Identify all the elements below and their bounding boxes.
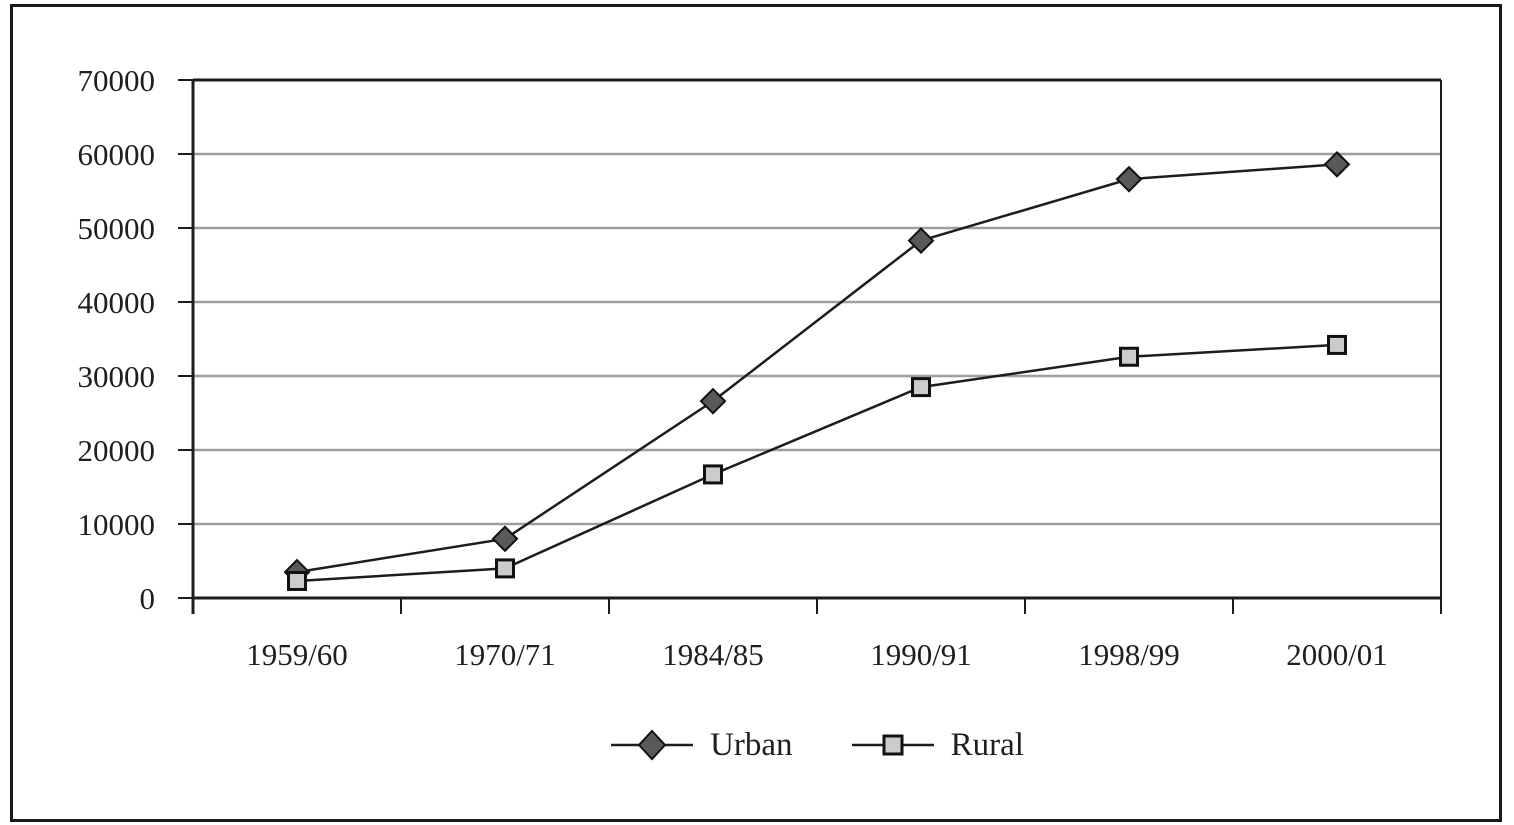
x-axis-label-4: 1998/99 <box>1078 637 1180 672</box>
y-axis-label-10000: 10000 <box>78 507 156 542</box>
y-axis-label-40000: 40000 <box>78 285 156 320</box>
y-axis-label-50000: 50000 <box>78 211 156 246</box>
data-point-urban-3 <box>907 227 935 254</box>
urban-diamond-marker-icon <box>611 729 694 761</box>
chart-frame-border <box>10 4 1502 822</box>
x-axis-label-3: 1990/91 <box>870 637 972 672</box>
y-axis-label-60000: 60000 <box>78 137 156 172</box>
data-point-rural-1 <box>495 558 515 579</box>
x-axis-label-2: 1984/85 <box>662 637 764 672</box>
data-point-rural-0 <box>287 570 307 591</box>
data-point-rural-5 <box>1327 334 1347 355</box>
data-point-urban-2 <box>699 387 727 415</box>
data-point-urban-1 <box>491 525 519 553</box>
chart-legend: Urban Rural <box>193 722 1441 768</box>
y-axis-label-70000: 70000 <box>78 63 156 98</box>
data-point-urban-5 <box>1323 150 1351 178</box>
data-point-rural-3 <box>911 377 931 398</box>
legend-item-urban: Urban <box>610 726 793 763</box>
y-axis-label-20000: 20000 <box>78 433 156 468</box>
data-point-rural-2 <box>703 464 723 485</box>
x-axis-label-1: 1970/71 <box>454 637 556 672</box>
y-axis-label-0: 0 <box>140 581 156 616</box>
series-line-urban <box>296 163 1338 574</box>
x-axis-label-5: 2000/01 <box>1286 637 1388 672</box>
data-point-rural-4 <box>1119 346 1139 367</box>
legend-label-rural: Rural <box>950 726 1024 763</box>
legend-label-urban: Urban <box>710 726 793 763</box>
data-point-urban-4 <box>1115 165 1143 193</box>
y-axis-label-30000: 30000 <box>78 359 156 394</box>
series-line-rural <box>296 343 1338 583</box>
x-axis-label-0: 1959/60 <box>246 637 348 672</box>
rural-square-marker-icon <box>851 734 934 756</box>
legend-item-rural: Rural <box>851 728 1024 762</box>
